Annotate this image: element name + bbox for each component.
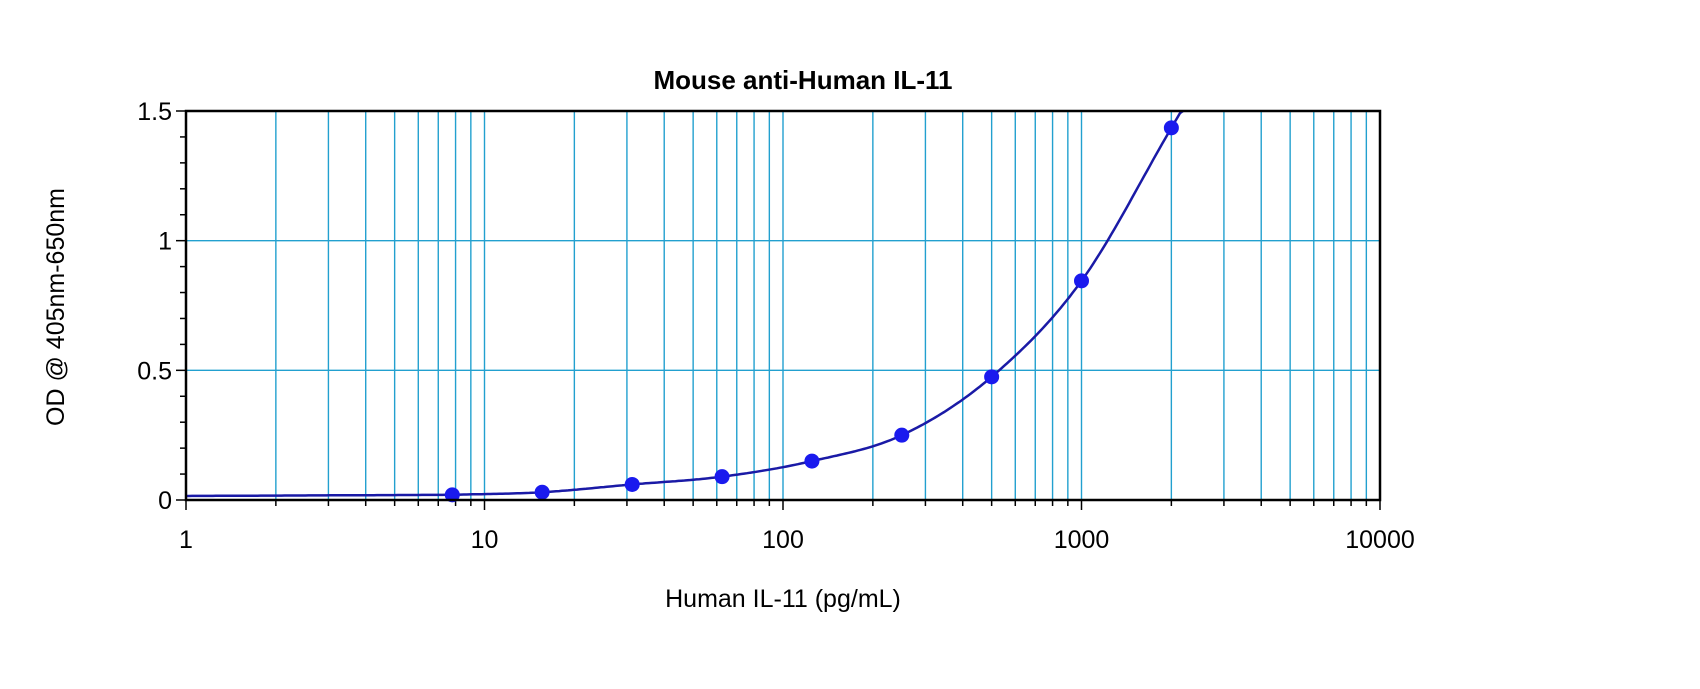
data-point [1163,120,1179,136]
data-point [804,453,820,469]
y-tick-label: 0 [158,487,172,515]
axis-ticks [176,110,1381,510]
y-tick-label: 0.5 [137,357,172,385]
x-tick-label: 100 [762,526,804,554]
y-tick-label: 1 [158,228,172,256]
fit-curve-line [186,109,1184,498]
y-tick-labels: 0 0.5 1 1.5 [137,98,172,515]
plot-frame [184,109,1382,502]
grid-lines [186,111,1380,500]
data-point [624,476,640,492]
data-point [1074,273,1089,289]
x-axis-label: Human IL-11 (pg/mL) [665,585,901,613]
x-tick-label: 10000 [1345,526,1415,554]
fit-curve [186,109,1184,498]
data-points [444,120,1179,503]
y-tick-label: 1.5 [137,98,172,126]
data-point [534,484,550,500]
data-point [714,469,730,485]
x-tick-label: 10 [471,526,499,554]
x-tick-labels: 1 10 100 1000 10000 [179,526,1415,554]
data-point [444,487,460,503]
data-point [984,369,1000,385]
x-tick-label: 1 [179,526,193,554]
data-point [894,427,910,443]
chart-title: Mouse anti-Human IL-11 [653,65,952,95]
x-tick-label: 1000 [1054,526,1110,554]
y-axis-label: OD @ 405nm-650nm [42,188,70,426]
